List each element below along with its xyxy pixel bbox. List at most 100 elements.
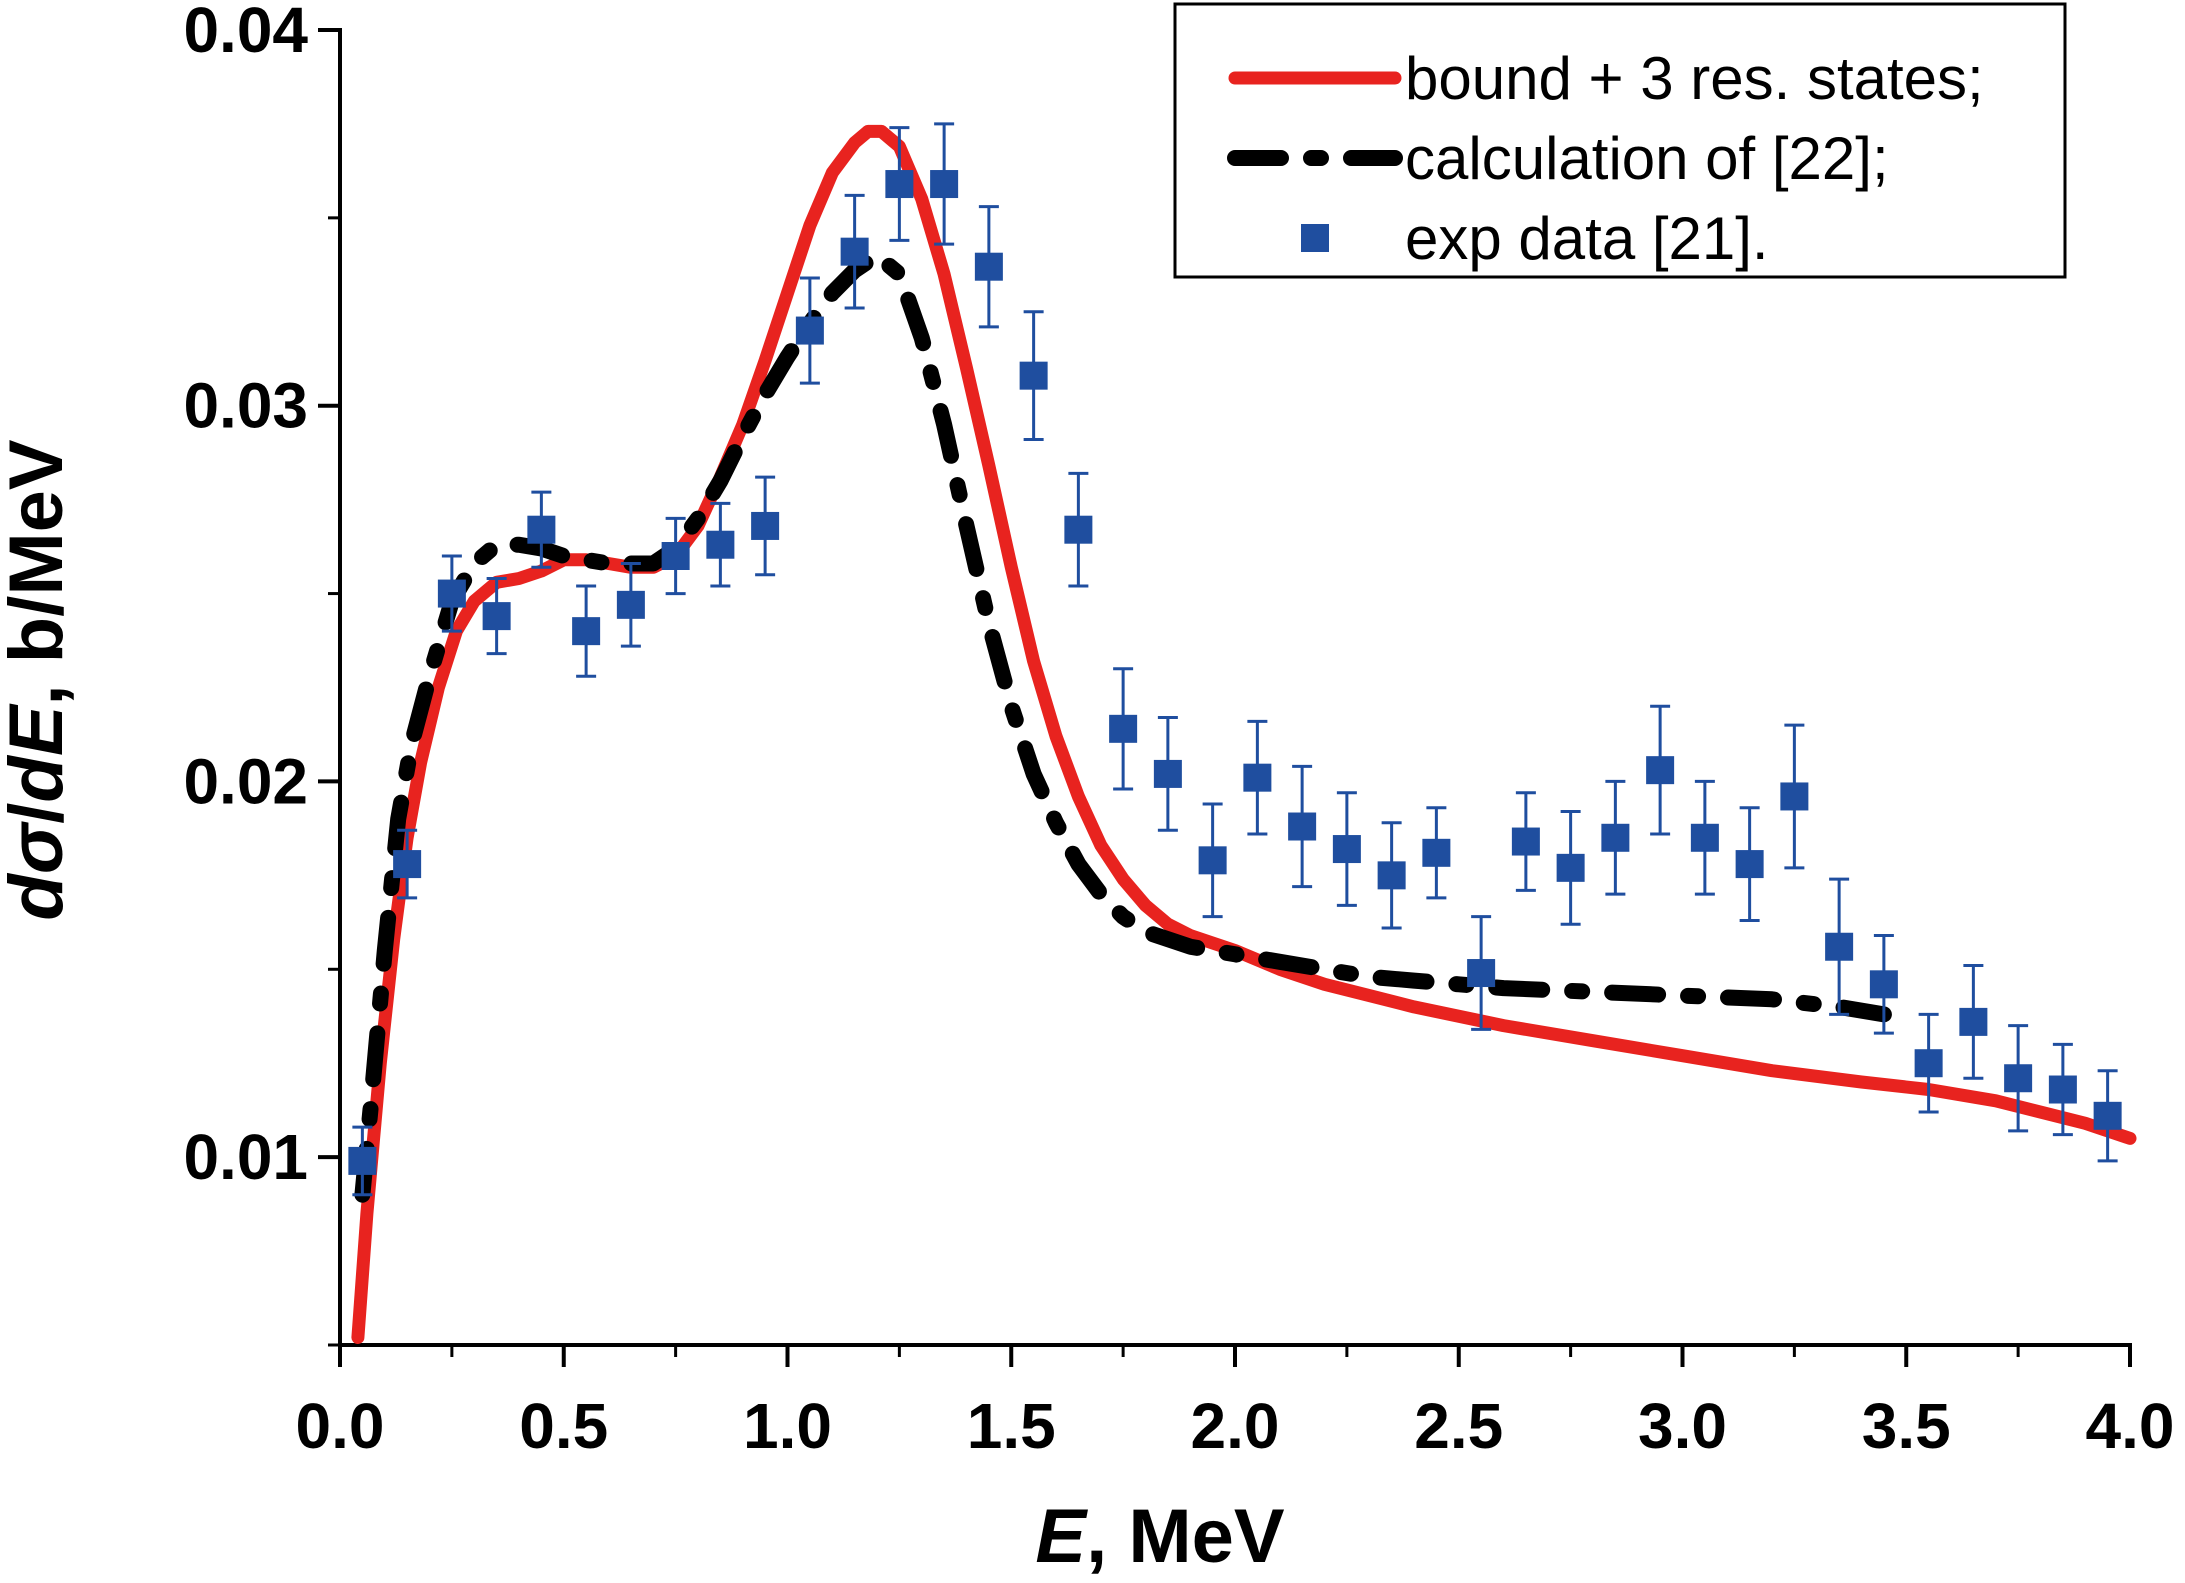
- data-marker: [885, 170, 914, 199]
- legend-label: exp data [21].: [1405, 205, 1769, 272]
- y-tick-label: 0.02: [183, 745, 308, 817]
- data-marker: [840, 237, 869, 266]
- data-point: [661, 516, 690, 596]
- data-point: [1556, 809, 1585, 926]
- x-axis-title: E, MeV: [1035, 1494, 1285, 1579]
- data-marker: [393, 850, 422, 879]
- data-marker: [1422, 838, 1451, 867]
- data-marker: [1556, 853, 1585, 882]
- legend-entry-bound-res: bound + 3 res. states;: [1228, 45, 1984, 112]
- data-marker: [527, 515, 556, 544]
- y-tick-label: 0.03: [183, 370, 308, 442]
- data-point: [527, 490, 556, 569]
- data-marker: [1332, 835, 1361, 864]
- x-tick-label: 2.5: [1414, 1390, 1503, 1462]
- data-point: [795, 276, 824, 385]
- data-marker: [1064, 515, 1093, 544]
- data-marker: [661, 542, 690, 570]
- data-marker: [1467, 959, 1496, 988]
- x-tick-label: 0.0: [296, 1390, 385, 1462]
- data-point: [974, 205, 1003, 329]
- data-point: [1780, 723, 1809, 870]
- y-axis-title-part: , b/MeV: [0, 439, 79, 705]
- x-tick-label: 2.0: [1191, 1390, 1280, 1462]
- data-point: [1511, 791, 1540, 892]
- ticks: 0.0 0.5 1.0 1.5 2.0 2.5 3.0 3.5 4.0 0.01 0.02 0.03 0…: [183, 0, 2174, 1462]
- data-point: [751, 475, 780, 577]
- data-marker: [437, 579, 466, 608]
- data-point: [1422, 806, 1451, 900]
- data-point: [437, 554, 466, 633]
- data-marker: [1377, 861, 1406, 890]
- data-marker: [2048, 1075, 2077, 1104]
- data-marker: [706, 530, 735, 559]
- data-point: [1109, 667, 1138, 791]
- data-point: [1243, 719, 1272, 836]
- data-point: [1198, 802, 1227, 919]
- data-point: [1869, 933, 1898, 1035]
- x-tick-label: 1.5: [967, 1390, 1056, 1462]
- data-marker: [1780, 782, 1809, 811]
- data-point: [572, 584, 601, 678]
- x-tick-label: 4.0: [2086, 1390, 2175, 1462]
- data-marker: [930, 170, 959, 199]
- data-point: [1646, 704, 1675, 836]
- x-axis-title-rest: , MeV: [1086, 1494, 1285, 1579]
- data-marker: [482, 602, 511, 631]
- data-point: [1019, 310, 1048, 442]
- data-marker: [1869, 970, 1898, 999]
- x-tick-label: 3.0: [1638, 1390, 1727, 1462]
- data-point: [393, 828, 422, 900]
- x-axis-title-italic: E: [1035, 1494, 1088, 1579]
- data-point: [1377, 821, 1406, 930]
- y-axis-title-part: d: [0, 873, 79, 921]
- data-point: [1914, 1012, 1943, 1114]
- data-marker: [616, 590, 645, 619]
- data-marker: [1825, 932, 1854, 961]
- data-point: [348, 1125, 377, 1197]
- y-axis-title-part: dE: [0, 703, 79, 802]
- data-point: [482, 577, 511, 656]
- data-point: [1825, 877, 1854, 1016]
- data-marker: [1646, 756, 1675, 785]
- scatter-points: [348, 122, 2122, 1197]
- y-axis-title: dσ/dE, b/MeV: [0, 439, 79, 920]
- data-marker: [1288, 812, 1317, 841]
- data-point: [2093, 1069, 2122, 1163]
- data-marker: [2093, 1101, 2122, 1130]
- data-marker: [1690, 823, 1719, 852]
- data-marker: [1914, 1049, 1943, 1078]
- data-point: [885, 126, 914, 242]
- legend-entry-calculation: calculation of [22];: [1227, 125, 1889, 192]
- series-line-calculation: [354, 247, 1892, 1203]
- y-tick-label: 0.01: [183, 1121, 308, 1193]
- x-tick-label: 1.0: [743, 1390, 832, 1462]
- legend-label: calculation of [22];: [1405, 125, 1889, 192]
- data-point: [1735, 806, 1764, 922]
- legend-entry-exp-data: exp data [21].: [1301, 205, 1769, 272]
- data-marker: [1601, 823, 1630, 852]
- data-marker: [1109, 714, 1138, 743]
- data-marker: [974, 252, 1003, 281]
- data-marker: [1735, 850, 1764, 879]
- data-marker: [1153, 759, 1182, 788]
- y-axis-title-part: σ: [0, 821, 79, 874]
- data-point: [1467, 915, 1496, 1031]
- data-point: [840, 193, 869, 310]
- x-tick-label: 0.5: [519, 1390, 608, 1462]
- data-marker: [1959, 1007, 1988, 1036]
- data-point: [1332, 791, 1361, 907]
- data-point: [706, 501, 735, 588]
- series-line-bound-res: [351, 124, 2137, 1344]
- data-point: [616, 562, 645, 648]
- series-lines: [351, 124, 2137, 1344]
- data-point: [1601, 779, 1630, 896]
- data-point: [1288, 764, 1317, 889]
- data-point: [1959, 964, 1988, 1080]
- x-tick-label: 3.5: [1862, 1390, 1951, 1462]
- data-marker: [1198, 846, 1227, 875]
- data-marker: [1511, 827, 1540, 856]
- data-point: [2004, 1024, 2033, 1133]
- data-marker: [1243, 763, 1272, 792]
